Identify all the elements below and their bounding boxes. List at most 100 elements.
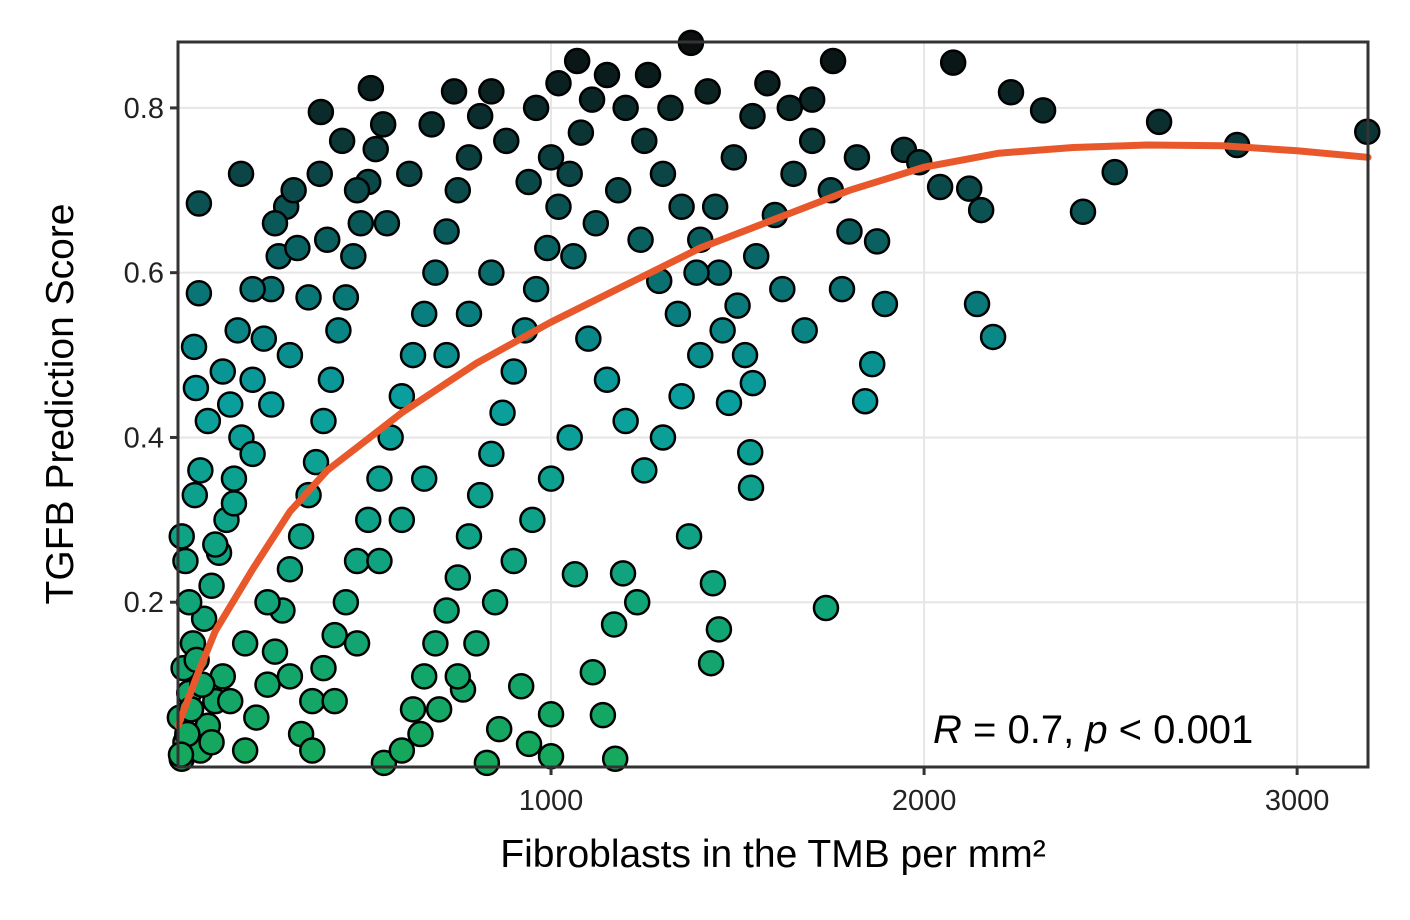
data-point [683, 259, 710, 286]
data-point [500, 547, 527, 575]
data-point [579, 659, 607, 686]
data-point [239, 275, 266, 303]
data-point [926, 173, 954, 201]
points [166, 29, 1381, 777]
data-point [340, 242, 367, 270]
data-point [612, 94, 639, 122]
data-point [332, 588, 360, 616]
y-tick-label: 0.6 [124, 258, 164, 290]
x-tick-label: 3000 [1265, 785, 1330, 817]
data-point [280, 177, 307, 204]
data-point [731, 341, 759, 369]
data-point [1145, 108, 1173, 136]
data-point [851, 387, 879, 415]
data-point [313, 226, 341, 253]
data-point [307, 98, 335, 126]
data-point [328, 127, 356, 155]
data-point [769, 275, 796, 303]
data-point [697, 649, 725, 677]
data-point [997, 79, 1025, 106]
data-point [1101, 158, 1128, 186]
data-point [422, 630, 449, 657]
y-tick-label: 0.8 [124, 93, 164, 125]
data-point [694, 78, 721, 105]
data-point [739, 102, 766, 130]
data-point [627, 226, 654, 253]
data-point [478, 440, 505, 468]
data-point [612, 407, 639, 435]
data-point [739, 369, 767, 397]
data-point [537, 743, 565, 770]
data-point [227, 160, 255, 188]
data-point [563, 47, 591, 75]
data-point [362, 135, 389, 163]
data-point [556, 160, 583, 188]
data-point [181, 481, 209, 509]
data-point [455, 523, 483, 550]
data-point [287, 523, 315, 550]
data-point [185, 280, 213, 307]
data-point [843, 144, 871, 171]
data-point [185, 190, 213, 217]
data-point [250, 325, 278, 352]
data-point [657, 94, 684, 122]
data-point [522, 275, 550, 303]
x-axis-title: Fibroblasts in the TMB per mm² [500, 833, 1045, 876]
data-point [276, 556, 304, 583]
data-point [231, 737, 259, 764]
data-point [463, 630, 490, 657]
data-point [863, 228, 891, 255]
data-point [631, 127, 658, 155]
data-point [295, 284, 322, 311]
data-point [425, 696, 453, 723]
data-point [668, 383, 695, 410]
data-point [310, 654, 337, 682]
y-axis-title: TGFB Prediction Score [39, 204, 82, 605]
data-point [306, 160, 334, 188]
data-point [366, 547, 393, 575]
data-point [500, 358, 527, 385]
data-point [343, 630, 371, 657]
data-point [261, 210, 289, 237]
data-point [556, 424, 583, 451]
data-point [754, 69, 781, 97]
data-point [209, 358, 237, 385]
data-point [440, 78, 468, 105]
data-point [194, 407, 222, 435]
data-point [1029, 97, 1057, 124]
data-point [175, 588, 203, 616]
data-point [276, 663, 304, 690]
data-point [258, 391, 285, 418]
data-point [366, 465, 393, 492]
data-point [433, 597, 460, 624]
data-point [836, 218, 863, 245]
data-point [720, 144, 748, 171]
data-point [243, 704, 270, 731]
data-point [433, 218, 460, 245]
data-point [478, 78, 505, 105]
data-point [261, 638, 289, 665]
data-point [819, 47, 847, 75]
data-point [373, 210, 401, 237]
data-point [231, 630, 259, 657]
data-point [664, 300, 692, 328]
data-point [798, 86, 826, 113]
data-point [649, 424, 677, 451]
data-point [466, 481, 494, 509]
data-point [299, 687, 326, 715]
data-point [422, 259, 449, 286]
data-point [634, 61, 662, 89]
annotation-p: p [1084, 708, 1107, 752]
data-point [396, 160, 423, 188]
data-point [466, 102, 494, 130]
annotation-r-value: = 0.7, [962, 708, 1085, 752]
data-point [347, 210, 375, 237]
data-point [858, 350, 886, 378]
data-point [604, 177, 632, 204]
data-point [515, 168, 542, 196]
data-point [276, 341, 304, 369]
data-point [370, 749, 398, 777]
data-point [699, 570, 727, 597]
data-point [399, 341, 427, 369]
data-point [198, 572, 225, 599]
